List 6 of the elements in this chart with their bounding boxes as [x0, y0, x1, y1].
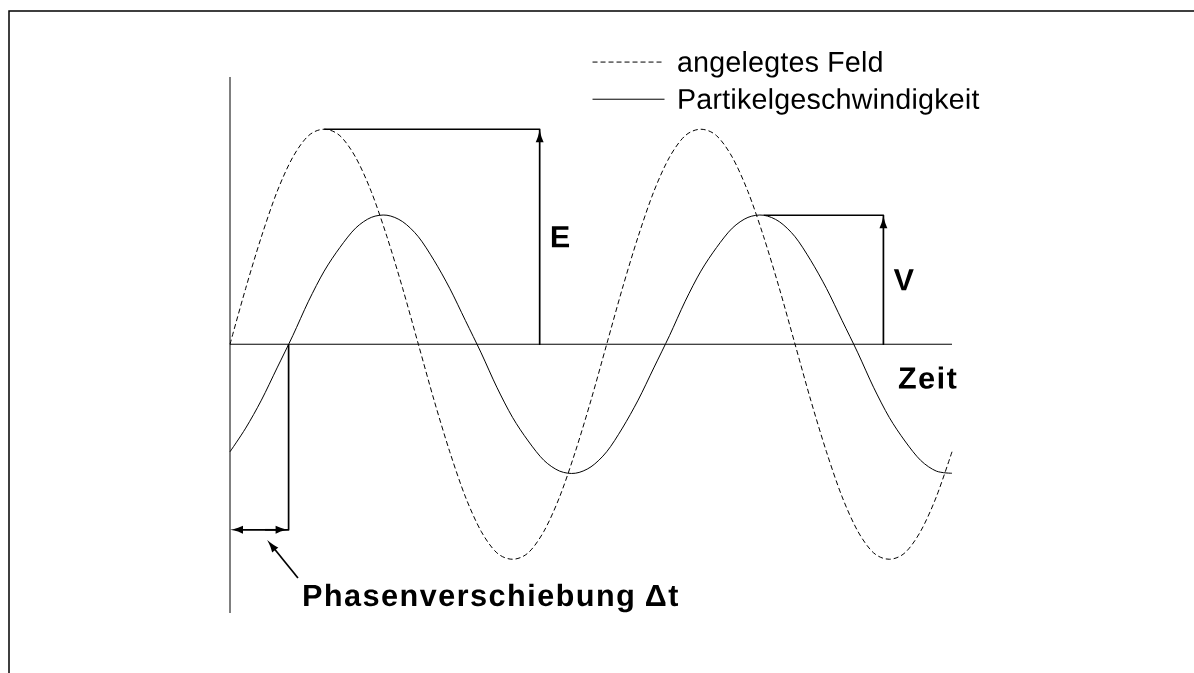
legend-label: angelegtes Feld	[678, 51, 882, 78]
annotation: V	[893, 269, 914, 291]
annotation: E	[551, 226, 570, 248]
text: Phasenverschiebung Δt	[304, 583, 679, 613]
x-axis-title: Zeit	[898, 366, 957, 389]
legend-label: Partikelgeschwindigkeit	[679, 88, 980, 115]
